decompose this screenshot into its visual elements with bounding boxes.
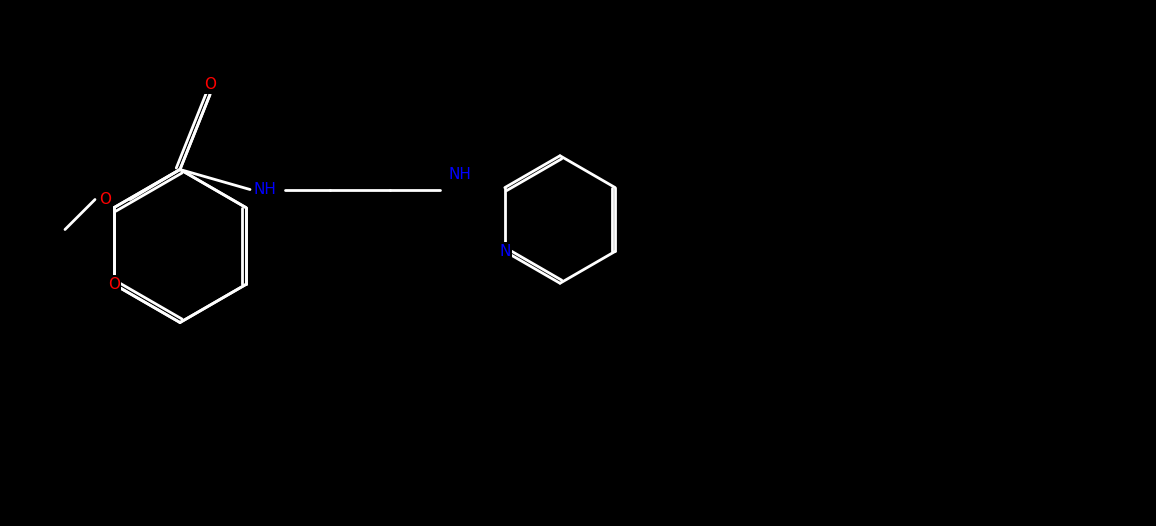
Text: N: N (499, 244, 511, 259)
Text: O: O (99, 192, 111, 207)
Text: NH: NH (253, 182, 276, 197)
Text: O: O (203, 77, 216, 92)
Text: O: O (108, 277, 120, 292)
Text: NH: NH (449, 167, 472, 182)
